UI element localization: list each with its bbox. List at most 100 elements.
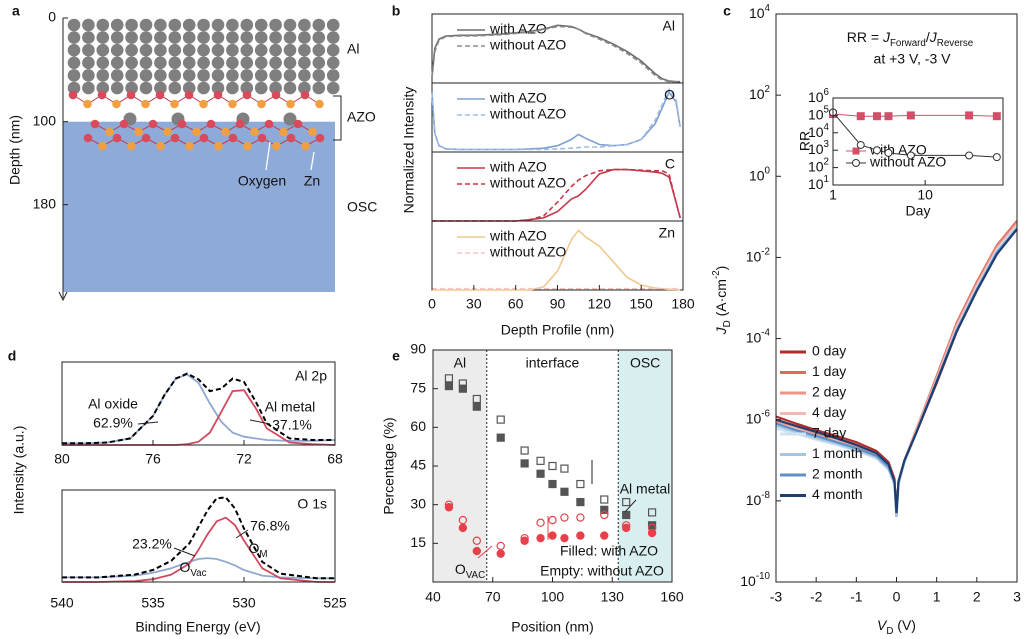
annotation: RR = JForward/JReverse: [847, 29, 974, 49]
marker: [520, 536, 529, 545]
al-atom: [168, 56, 182, 70]
al-atom: [168, 43, 182, 57]
data-line: [62, 496, 335, 580]
azo-atom: [127, 141, 136, 151]
region-label: interface: [526, 355, 580, 371]
data-line: [431, 25, 681, 83]
al-atom: [182, 56, 196, 70]
azo-atom: [257, 133, 267, 143]
legend-label: 1 month: [812, 445, 863, 461]
y-axis-label: RR: [797, 131, 813, 151]
azo-atom: [199, 133, 209, 143]
marker: [458, 384, 467, 393]
annotation: OM: [248, 540, 267, 560]
al-atom: [82, 56, 95, 70]
legend-label: 2 month: [812, 466, 863, 482]
x-tick-label: 70: [485, 589, 501, 605]
y-tick-label: 180: [33, 195, 57, 211]
y-tick-label: 105: [808, 104, 830, 122]
x-tick-label: 180: [671, 296, 695, 312]
label: OSC: [347, 199, 377, 215]
al-atom: [312, 43, 326, 57]
marker: [856, 140, 865, 149]
annotation: Empty: without AZO: [540, 563, 664, 579]
plot-frame: [61, 361, 336, 446]
x-tick-label: 40: [425, 589, 441, 605]
marker: [647, 523, 657, 533]
azo-atom: [243, 141, 252, 151]
marker: [576, 479, 585, 489]
osc-layer: [63, 121, 335, 292]
al-atom: [254, 31, 268, 44]
arrow: [137, 421, 159, 425]
marker: [622, 510, 631, 520]
al-atom: [168, 31, 182, 44]
x-tick-label: 72: [236, 451, 252, 467]
x-tick-label: 2: [973, 589, 981, 605]
legend-label: 1 day: [812, 363, 846, 379]
al-atom: [240, 31, 254, 44]
al-atom: [240, 69, 254, 82]
al-atom: [96, 81, 110, 95]
azo-atom: [141, 99, 150, 109]
al-atom: [110, 18, 124, 32]
marker: [872, 112, 881, 121]
subplot-label: O 1s: [297, 496, 327, 512]
azo-atom: [163, 127, 172, 137]
y-tick-label: 103: [808, 139, 830, 157]
annotation: 76.8%: [250, 518, 290, 534]
marker: [496, 433, 505, 442]
al-atom: [154, 81, 167, 95]
al-atom: [211, 18, 225, 32]
marker: [472, 402, 481, 411]
marker: [496, 415, 505, 424]
al-atom: [211, 31, 225, 44]
al-atom: [154, 31, 167, 44]
arrow: [477, 545, 493, 559]
al-atom: [226, 69, 239, 82]
x-tick-label: 120: [588, 296, 612, 312]
marker: [621, 523, 631, 533]
marker: [872, 146, 881, 155]
y-axis-label: Intensity (a.u.): [11, 426, 27, 515]
al-atom: [226, 43, 239, 57]
y-tick-label: 75: [410, 379, 426, 395]
al-atom: [139, 69, 153, 82]
al-atom: [182, 43, 196, 57]
al-atom: [139, 81, 153, 95]
al-atom: [96, 69, 110, 82]
axis-arrow: [58, 291, 68, 302]
al-atom: [110, 43, 124, 57]
marker: [444, 374, 454, 383]
marker: [560, 513, 569, 522]
al-atom: [226, 18, 239, 32]
x-tick-label: 530: [232, 595, 256, 611]
y-tick-label: 104: [808, 122, 830, 140]
marker: [458, 515, 468, 525]
x-axis-label: Binding Energy (eV): [135, 619, 260, 635]
arrow: [173, 547, 196, 557]
marker: [576, 531, 585, 540]
marker: [548, 461, 557, 471]
marker: [965, 151, 974, 160]
marker: [496, 549, 505, 558]
y-axis-label: Percentage (%): [381, 417, 397, 514]
al-atom: [326, 43, 340, 57]
panel-letter: d: [8, 348, 17, 364]
azo-atom: [148, 119, 158, 129]
al-atom: [269, 18, 282, 32]
azo-atom: [286, 133, 296, 143]
al-atom: [298, 31, 311, 44]
al-atom: [96, 43, 110, 57]
marker: [600, 495, 609, 504]
legend-label: with AZO: [489, 159, 547, 175]
annotation: 37.1%: [272, 417, 312, 433]
azo-atom: [286, 99, 295, 109]
legend-label: 7 day: [812, 425, 846, 441]
azo-atom: [156, 141, 165, 151]
al-atom: [240, 56, 254, 70]
x-tick-label: -1: [850, 589, 863, 605]
al-atom: [283, 56, 297, 70]
y-tick-label: 0: [48, 9, 56, 25]
